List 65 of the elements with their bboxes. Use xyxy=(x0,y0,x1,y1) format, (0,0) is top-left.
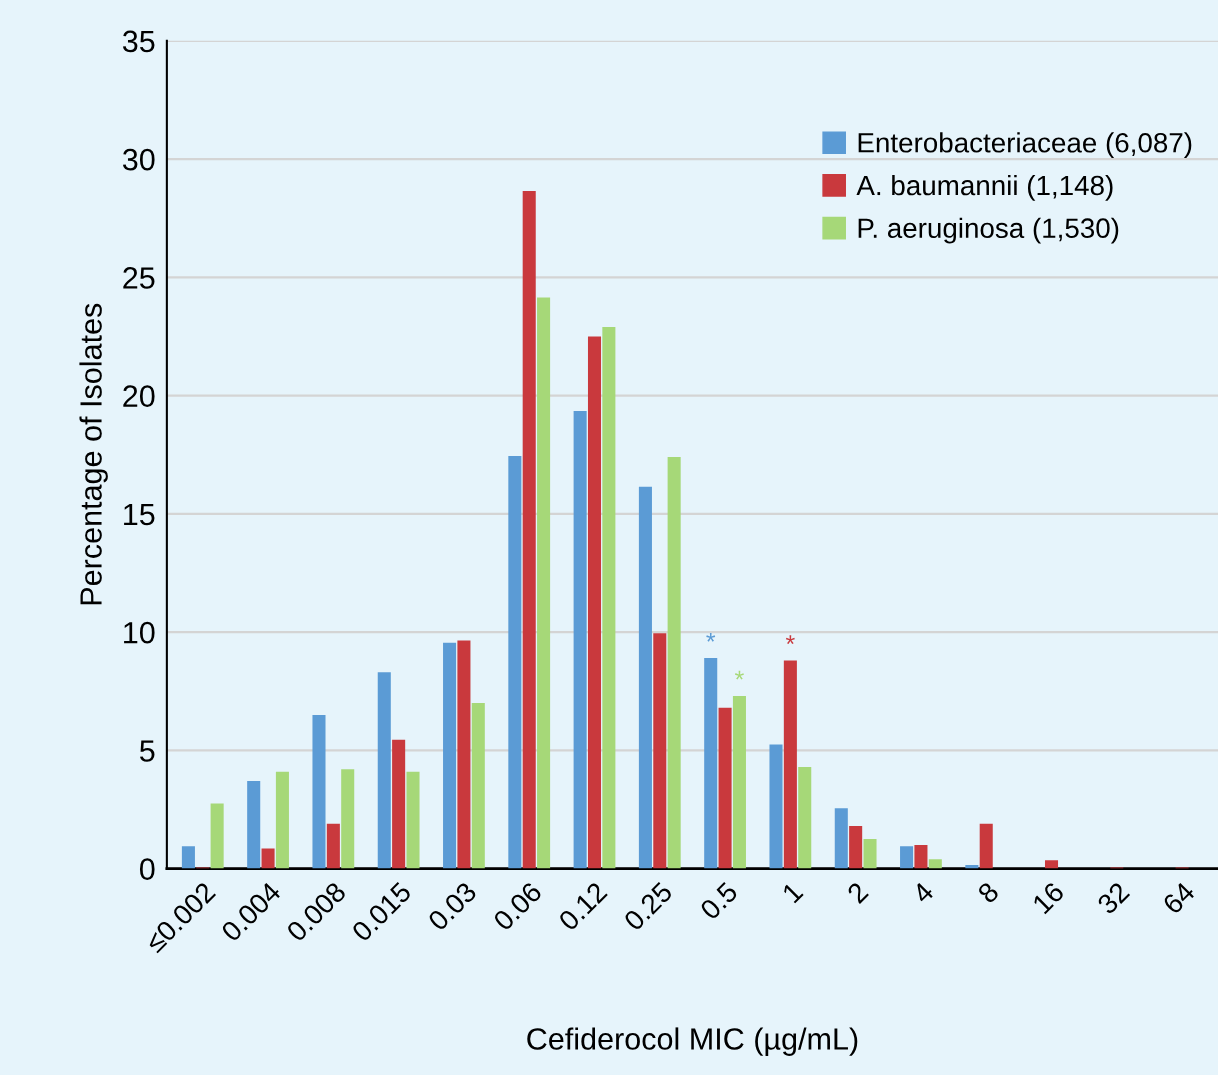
bar xyxy=(275,771,289,869)
x-tick-label: 0.03 xyxy=(426,881,478,932)
bar xyxy=(471,703,485,869)
bar xyxy=(1044,860,1059,869)
bar xyxy=(718,707,732,869)
bar xyxy=(261,848,275,869)
bar xyxy=(587,336,602,869)
bar xyxy=(443,642,457,869)
y-tick-label: 20 xyxy=(123,385,155,407)
bar xyxy=(457,640,471,869)
bar xyxy=(704,658,718,869)
y-tick-label: 35 xyxy=(122,30,155,53)
x-tick-label: 4 xyxy=(911,881,935,905)
y-tick-label: 25 xyxy=(123,267,155,289)
x-tick-label: 0.12 xyxy=(557,881,608,932)
x-tick-label: 2 xyxy=(846,881,869,904)
x-tick-label: 0.25 xyxy=(622,881,674,932)
x-axis-title: Cefiderocol MIC (µg/mL) xyxy=(527,1027,858,1056)
bar xyxy=(638,486,652,869)
bar xyxy=(508,455,522,869)
bar xyxy=(312,714,326,869)
x-tick-label: 0.5 xyxy=(699,881,739,921)
bar xyxy=(667,457,681,869)
annotation: * xyxy=(706,632,716,642)
bar xyxy=(341,769,355,869)
bar xyxy=(522,191,536,869)
bar xyxy=(326,823,340,869)
bar xyxy=(863,839,877,869)
annotation: * xyxy=(785,635,795,645)
bar xyxy=(849,826,863,869)
bar xyxy=(247,781,261,869)
legend-label: A. baumannii (1,148) xyxy=(856,174,1113,201)
bar xyxy=(928,859,942,869)
bar xyxy=(732,695,746,869)
legend-label: P. aeruginosa (1,530) xyxy=(858,217,1119,244)
bar xyxy=(769,744,783,869)
y-tick-label: 15 xyxy=(124,503,155,526)
x-tick-label: 0.06 xyxy=(492,881,543,932)
y-tick-label: 5 xyxy=(139,740,155,762)
x-tick-label: 16 xyxy=(1031,881,1066,915)
bar xyxy=(181,846,195,869)
bar xyxy=(783,660,797,869)
bar xyxy=(406,771,420,869)
bar xyxy=(537,297,551,869)
y-axis-title: Percentage of Isolates xyxy=(79,303,108,605)
x-tick-label: 8 xyxy=(976,881,1000,905)
y-tick-label: 10 xyxy=(124,621,155,644)
bar xyxy=(798,766,812,869)
bar xyxy=(979,823,993,869)
legend-label: Enterobacteriaceae (6,087) xyxy=(858,132,1192,159)
bar xyxy=(573,410,587,869)
bar xyxy=(834,808,848,869)
bar xyxy=(914,844,928,869)
bar xyxy=(653,633,667,869)
y-tick-label: 0 xyxy=(139,858,155,880)
bar xyxy=(900,846,914,869)
bar xyxy=(392,739,406,869)
x-tick-label: 1 xyxy=(781,881,804,904)
bar xyxy=(377,672,391,869)
annotation: * xyxy=(734,670,744,680)
bar xyxy=(210,803,224,869)
bar xyxy=(602,327,616,869)
x-tick-label: 32 xyxy=(1096,881,1131,916)
y-tick-label: 30 xyxy=(122,148,155,171)
x-tick-label: 64 xyxy=(1161,880,1196,915)
